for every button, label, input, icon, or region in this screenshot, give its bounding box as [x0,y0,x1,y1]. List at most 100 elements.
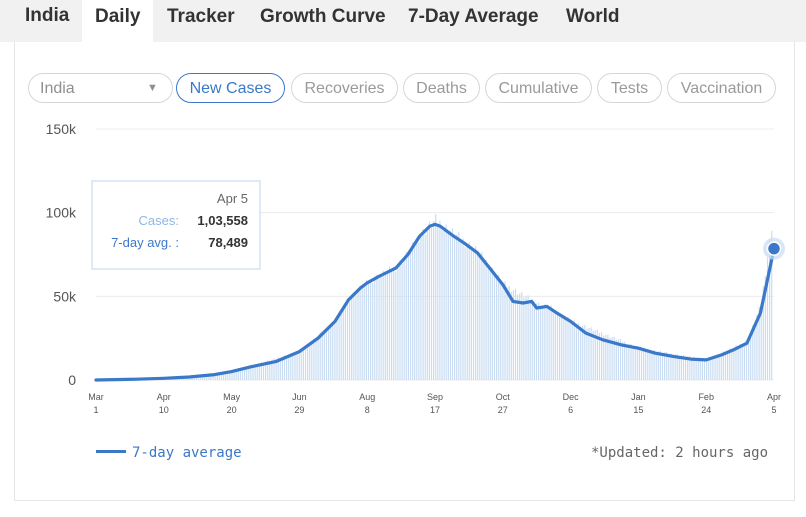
daily-bar [409,249,412,380]
daily-bar [542,306,544,380]
daily-bar [391,271,393,380]
daily-bar [603,335,605,380]
daily-bar [529,300,531,380]
daily-bar [624,341,626,380]
daily-bar [403,257,405,380]
daily-bar [519,293,521,380]
daily-bar [477,254,479,380]
daily-bar [235,370,237,380]
daily-bar [334,321,336,380]
tab-tracker[interactable]: Tracker [158,0,246,42]
x-tick-day: 24 [701,405,711,415]
daily-bar [682,355,685,380]
x-tick-month: Oct [496,392,511,402]
chevron-down-icon: ▼ [147,82,158,94]
daily-bar [292,354,294,380]
tab-growth-curve[interactable]: Growth Curve [251,0,391,42]
daily-bar [508,285,510,380]
daily-bar [325,330,328,380]
chart-legend[interactable]: 7-day average [96,445,242,461]
daily-bar [388,266,391,380]
daily-bar [443,227,445,380]
daily-bar [241,368,244,380]
x-tick-day: 8 [365,405,370,415]
tab-india[interactable]: India [14,0,76,42]
daily-bar [514,289,517,380]
daily-bar [244,367,246,380]
region-dropdown-value: India [40,80,75,97]
daily-bar [359,285,361,380]
daily-bar [353,292,355,380]
daily-bar [441,230,443,380]
pill-cumulative[interactable]: Cumulative [485,73,592,103]
chart-tooltip: Apr 5 Cases: 1,03,558 7-day avg. : 78,48… [91,180,261,270]
y-tick-label: 150k [46,121,77,137]
daily-bar [496,275,498,380]
daily-bar [666,351,668,380]
daily-bar [724,352,727,380]
daily-bar [351,297,353,380]
daily-bar [321,333,323,380]
daily-bar [718,355,720,380]
daily-bar [678,355,680,380]
y-tick-label: 100k [46,205,77,221]
tab-growth-curve-label: Growth Curve [260,6,386,27]
daily-bar [733,347,735,380]
daily-bar [437,223,439,380]
daily-bar [401,263,403,380]
daily-bar [687,356,689,380]
daily-bar [617,339,619,380]
tab-world-label: World [566,6,620,27]
daily-bar [365,279,367,380]
daily-bar [315,338,317,380]
daily-bar [653,349,655,380]
daily-bar [561,313,563,380]
pill-new-cases[interactable]: New Cases [176,73,285,103]
daily-bar [601,332,603,380]
daily-bar [468,242,470,380]
daily-bar [632,346,634,380]
daily-bar [399,260,401,380]
y-tick-label: 50k [53,288,77,304]
daily-bar [766,257,769,380]
daily-bar [685,356,687,380]
pill-deaths[interactable]: Deaths [403,73,480,103]
daily-bar [556,314,559,380]
daily-bar [510,291,512,380]
pill-recoveries[interactable]: Recoveries [291,73,398,103]
daily-bar [475,246,477,380]
daily-bar [273,358,275,380]
daily-bar [357,290,359,380]
x-tick-day: 6 [568,405,573,415]
daily-bar [546,307,548,380]
top-tab-bar: India Daily Tracker Growth Curve 7-Day A… [0,0,806,42]
daily-bar [370,279,372,380]
daily-bar [525,296,527,380]
daily-bar [680,355,682,380]
tab-daily[interactable]: Daily [82,0,153,42]
daily-bar [300,349,302,380]
daily-bar [233,371,235,380]
region-dropdown[interactable]: India ▼ [28,73,173,103]
daily-bar [223,372,225,380]
pill-tests[interactable]: Tests [597,73,662,103]
daily-bar [640,348,643,380]
daily-bar [571,320,573,380]
daily-bar [708,359,710,380]
tooltip-cases-value: 1,03,558 [197,213,248,228]
daily-bar [573,320,575,380]
tab-7-day-average[interactable]: 7-Day Average [397,0,552,42]
daily-bar [309,344,311,380]
daily-bar [533,304,535,380]
daily-bar [737,346,739,380]
daily-bar [531,299,533,380]
daily-bar [609,337,611,380]
seven-day-average-line [94,222,776,382]
daily-bar [769,238,771,380]
pill-vaccination[interactable]: Vaccination [667,73,776,103]
tab-world[interactable]: World [558,0,630,42]
daily-bar [250,365,252,380]
daily-bar [584,325,586,380]
daily-bar [643,347,645,380]
